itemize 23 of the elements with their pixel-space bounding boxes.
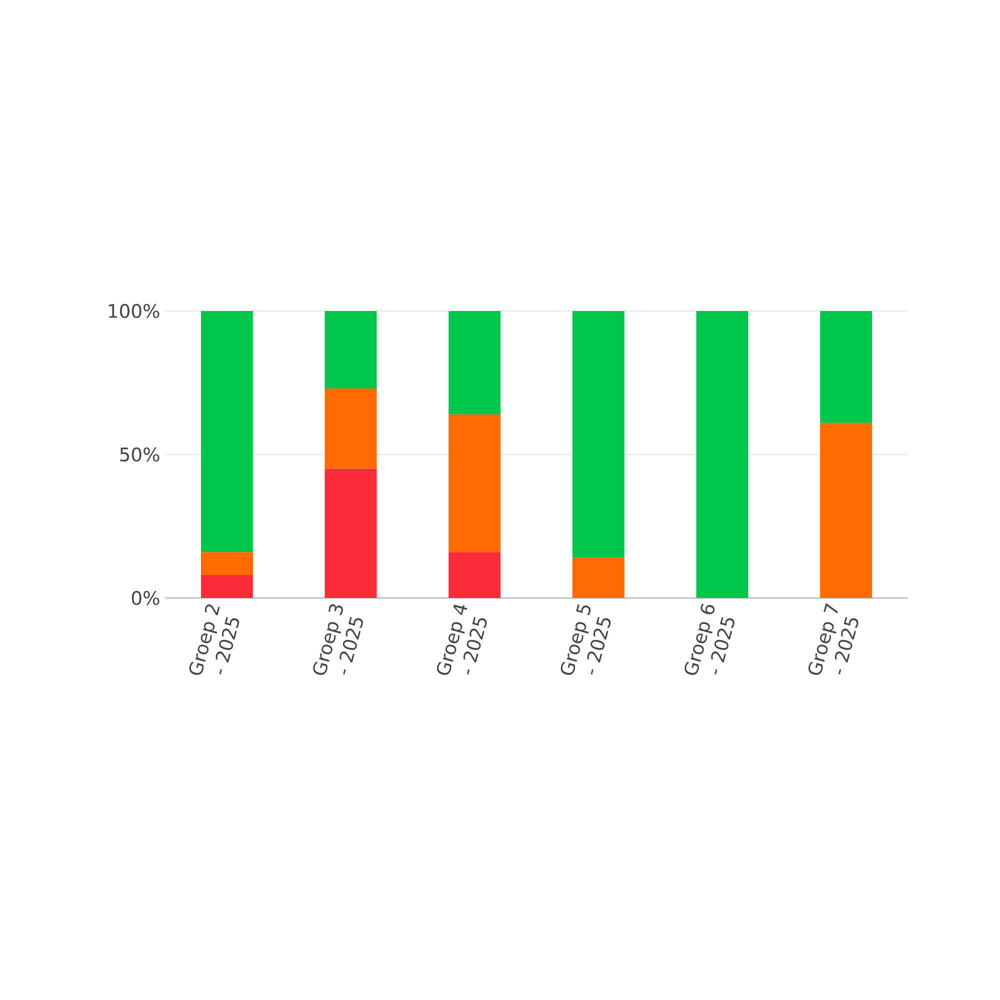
bar [448,552,501,598]
x-tick-label: Groep 5 - 2025 [560,604,611,675]
bar [820,310,872,423]
bar [448,414,501,552]
bar [696,310,748,598]
bar [324,388,377,469]
bar [820,422,872,598]
x-tick-label: Groep 7 - 2025 [808,603,858,675]
bar [200,552,253,576]
bar [200,575,253,598]
x-tick-label: Groep 6 - 2025 [684,604,734,675]
bar [572,558,624,598]
bar [200,310,253,552]
y-tick-label: 0% [132,590,160,606]
y-tick-label: 100% [108,304,160,318]
bar [448,310,501,414]
x-tick-label: Groep 4 - 2025 [436,604,487,675]
x-tick-label: Groep 2 - 2025 [189,604,240,675]
bar [324,468,377,598]
x-tick-label: Groep 3 - 2025 [313,604,363,675]
bar [324,310,377,388]
bar [572,310,624,558]
y-tick-label: 50% [120,447,160,462]
